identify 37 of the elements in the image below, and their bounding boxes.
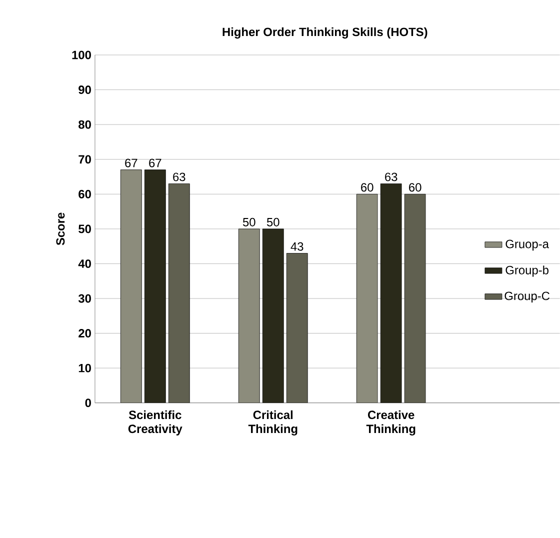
data-label: 63 xyxy=(385,172,398,182)
x-tick-label: Scientific Creativity xyxy=(128,410,182,436)
data-label: 67 xyxy=(125,158,138,168)
data-label: 67 xyxy=(149,158,162,168)
y-tick-label: 20 xyxy=(78,329,91,338)
y-tick-label: 100 xyxy=(72,50,91,60)
bar xyxy=(120,170,142,403)
y-tick-label: 50 xyxy=(78,224,91,234)
y-tick-label: 40 xyxy=(78,260,91,268)
bar xyxy=(356,194,378,403)
y-tick-label: 80 xyxy=(78,120,91,129)
data-label: 43 xyxy=(290,242,304,251)
chart-title: Higher Order Thinking Skills (HOTS) xyxy=(222,27,428,39)
data-label: 63 xyxy=(173,172,186,182)
y-tick-label: 60 xyxy=(78,190,91,198)
data-label: 60 xyxy=(361,183,374,192)
bar xyxy=(404,194,426,403)
data-label: 50 xyxy=(266,218,280,226)
bar xyxy=(144,170,166,403)
legend-label: Group-C xyxy=(504,292,550,303)
y-tick-label: 30 xyxy=(78,294,91,303)
data-label: 50 xyxy=(242,218,256,226)
y-tick-label: 70 xyxy=(78,155,91,164)
bar xyxy=(380,184,402,403)
y-tick-label: 10 xyxy=(78,364,91,372)
bar xyxy=(168,184,190,403)
bar xyxy=(286,253,308,403)
y-tick-label: 90 xyxy=(78,86,91,94)
data-label: 60 xyxy=(409,183,422,192)
bar xyxy=(238,228,260,403)
bar xyxy=(262,228,284,403)
x-tick-label: Critical Thinking xyxy=(248,410,298,436)
y-axis-title: Score xyxy=(56,212,65,246)
legend-label: Group-b xyxy=(506,266,548,277)
y-tick-label: 0 xyxy=(85,398,91,408)
legend-label: Gruop-a xyxy=(506,240,549,251)
x-tick-label: Creative Thinking xyxy=(366,410,416,436)
